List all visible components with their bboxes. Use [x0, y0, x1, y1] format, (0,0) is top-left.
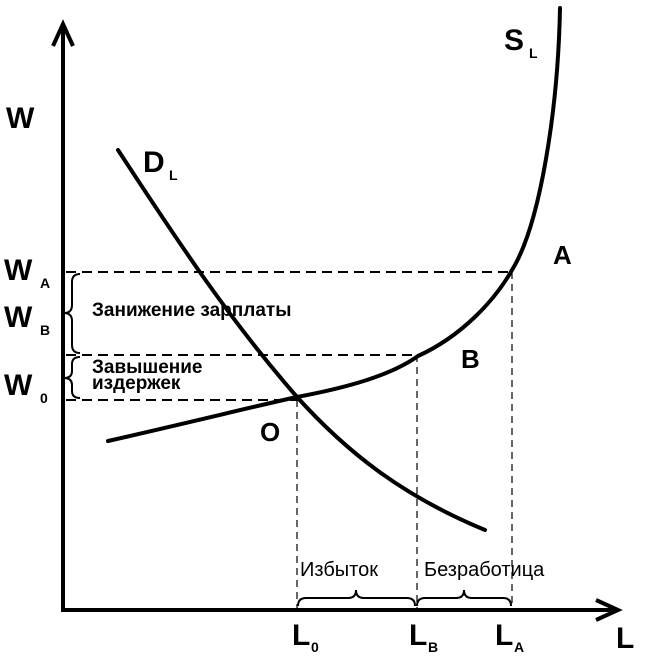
- svg-text:0: 0: [40, 390, 48, 406]
- demand-curve-label: D L: [143, 146, 178, 183]
- point-a-label: A: [553, 240, 572, 270]
- y-axis-label: W: [6, 102, 35, 135]
- point-b-label: B: [461, 344, 480, 374]
- wage-understatement-brace: [63, 273, 81, 354]
- guide-lines: [66, 271, 513, 608]
- x-tick-la: L A: [495, 619, 524, 655]
- svg-text:0: 0: [311, 639, 319, 655]
- y-tick-w0: W 0: [4, 369, 48, 406]
- svg-text:W: W: [4, 301, 33, 334]
- svg-text:W: W: [4, 254, 33, 287]
- surplus-label: Избыток: [300, 559, 378, 581]
- svg-text:A: A: [514, 639, 524, 655]
- svg-text:L: L: [292, 619, 310, 652]
- surplus-brace: [297, 589, 416, 607]
- axes: W L: [6, 19, 634, 655]
- demand-curve: [116, 148, 487, 532]
- svg-text:L: L: [495, 619, 513, 652]
- svg-text:B: B: [428, 639, 438, 655]
- svg-text:A: A: [40, 275, 50, 291]
- x-tick-l0: L 0: [292, 619, 319, 655]
- x-axis-arrow: [595, 598, 623, 622]
- y-tick-wa: W A: [4, 254, 50, 291]
- cost-overstatement-label-line2: издержек: [92, 373, 181, 394]
- wage-understatement-label: Занижение зарплаты: [92, 300, 291, 321]
- cost-overstatement-brace: [63, 356, 81, 399]
- svg-text:S: S: [504, 24, 524, 57]
- unemployment-brace: [416, 589, 512, 607]
- svg-text:L: L: [529, 45, 538, 61]
- svg-text:B: B: [40, 322, 50, 338]
- y-tick-wb: W B: [4, 301, 50, 338]
- y-axis-arrow: [51, 19, 75, 47]
- supply-curve-label: S L: [504, 24, 538, 61]
- cost-overstatement-label-line1: Завышение: [92, 357, 203, 378]
- supply-curve: [106, 6, 562, 443]
- svg-text:D: D: [143, 146, 165, 179]
- x-tick-lb: L B: [409, 619, 438, 655]
- svg-text:L: L: [409, 619, 427, 652]
- unemployment-label: Безработица: [424, 559, 545, 581]
- point-o-label: O: [260, 417, 280, 447]
- svg-text:W: W: [4, 369, 33, 402]
- x-axis-label: L: [616, 622, 634, 655]
- svg-text:L: L: [169, 167, 178, 183]
